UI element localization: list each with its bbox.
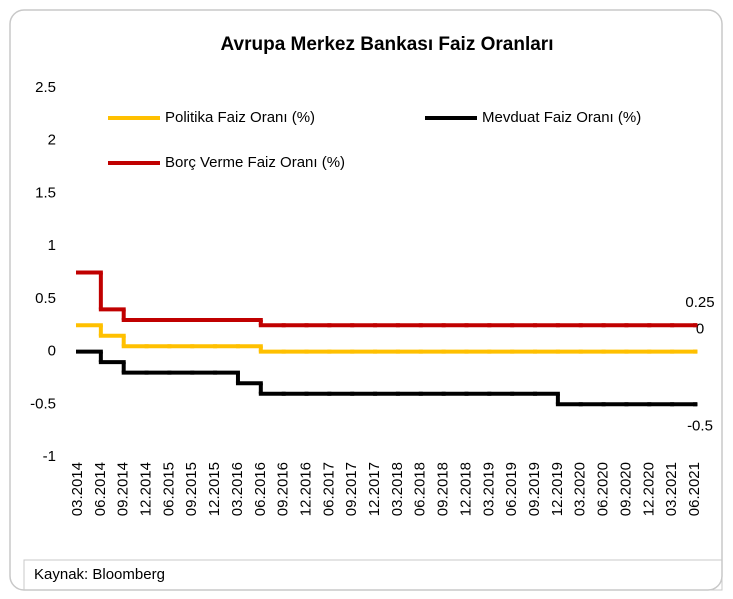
x-tick-label: 09.2020 <box>617 462 634 516</box>
x-tick-label: 06.2015 <box>160 462 177 516</box>
x-tick-label: 12.2019 <box>549 462 566 516</box>
source: Kaynak: Bloomberg <box>34 566 165 583</box>
x-tick-label: 12.2016 <box>297 462 314 516</box>
y-tick-label: 2 <box>48 132 56 149</box>
y-tick-label: 1 <box>48 237 56 254</box>
end-value-label: -0.5 <box>687 417 713 434</box>
x-tick-label: 12.2017 <box>366 462 383 516</box>
x-tick-label: 09.2018 <box>435 462 452 516</box>
end-value-label: 0 <box>696 321 704 338</box>
y-tick-label: -1 <box>43 448 56 465</box>
x-tick-label: 09.2016 <box>275 462 292 516</box>
y-tick-label: 1.5 <box>35 184 56 201</box>
x-tick-label: 09.2019 <box>526 462 543 516</box>
x-tick-label: 06.2016 <box>252 462 269 516</box>
y-tick-label: 2.5 <box>35 79 56 96</box>
chart-title: Avrupa Merkez Bankası Faiz Oranları <box>221 34 554 55</box>
x-tick-label: 06.2019 <box>503 462 520 516</box>
y-tick-label: 0 <box>48 343 56 360</box>
x-tick-label: 06.2017 <box>320 462 337 516</box>
x-tick-label: 03.2018 <box>389 462 406 516</box>
x-tick-label: 06.2018 <box>412 462 429 516</box>
x-tick-label: 06.2014 <box>92 462 109 516</box>
x-tick-label: 12.2015 <box>206 462 223 516</box>
end-value-label: 0.25 <box>685 294 714 311</box>
x-tick-label: 09.2015 <box>183 462 200 516</box>
x-tick-label: 06.2020 <box>595 462 612 516</box>
y-tick-label: 0.5 <box>35 290 56 307</box>
legend-label: Borç Verme Faiz Oranı (%) <box>165 154 345 171</box>
x-tick-label: 12.2020 <box>640 462 657 516</box>
x-tick-label: 06.2021 <box>686 462 703 516</box>
legend-label: Mevduat Faiz Oranı (%) <box>482 109 641 126</box>
x-tick-label: 03.2014 <box>69 462 86 516</box>
legend-label: Politika Faiz Oranı (%) <box>165 109 315 126</box>
x-tick-label: 03.2020 <box>572 462 589 516</box>
source-box <box>23 559 723 591</box>
y-tick-label: -0.5 <box>30 395 56 412</box>
x-tick-label: 12.2014 <box>138 462 155 516</box>
x-tick-label: 09.2014 <box>115 462 132 516</box>
x-tick-label: 03.2021 <box>663 462 680 516</box>
x-tick-label: 03.2019 <box>480 462 497 516</box>
x-tick-label: 12.2018 <box>457 462 474 516</box>
x-tick-label: 09.2017 <box>343 462 360 516</box>
x-tick-label: 03.2016 <box>229 462 246 516</box>
